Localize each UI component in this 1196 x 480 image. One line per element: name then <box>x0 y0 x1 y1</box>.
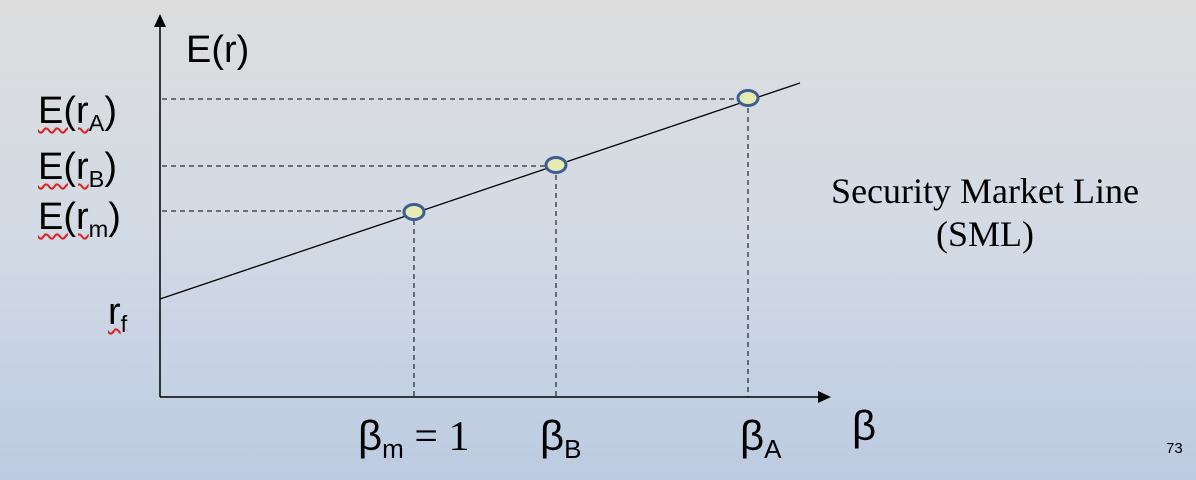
marker-portfolio-b <box>544 156 568 174</box>
tick-label-er-m: E(rm) <box>38 196 121 242</box>
sml-annotation-line1: Security Market Line <box>831 171 1139 211</box>
tick-label-er-a: E(rA) <box>38 90 118 136</box>
tick-label-rf: rf <box>108 291 128 337</box>
tick-er-b-text: E(rB <box>38 146 105 192</box>
sml-annotation-line2: (SML) <box>936 214 1034 255</box>
y-axis-label: E(r) <box>186 29 250 71</box>
x-axis-arrowhead <box>818 391 831 403</box>
markers <box>402 89 760 221</box>
tick-rf-text: rf <box>108 291 128 337</box>
dashed-guides <box>162 98 749 397</box>
x-axis-label: β <box>852 402 877 449</box>
tick-label-beta-b: βB <box>540 412 582 465</box>
sml-line <box>159 82 801 300</box>
marker-portfolio-a <box>736 89 760 107</box>
sml-annotation: Security Market Line (SML) <box>790 170 1180 256</box>
tick-label-er-b: E(rB) <box>38 146 118 192</box>
tick-label-beta-m: βm = 1 <box>358 412 470 465</box>
y-axis-arrowhead <box>154 14 166 27</box>
page-number: 73 <box>1166 440 1183 457</box>
tick-er-a-text: E(rA <box>38 90 105 136</box>
axes <box>159 25 820 398</box>
tick-label-beta-a: βA <box>740 412 782 465</box>
tick-er-m-text: E(rm <box>38 196 109 242</box>
marker-market <box>402 203 426 221</box>
